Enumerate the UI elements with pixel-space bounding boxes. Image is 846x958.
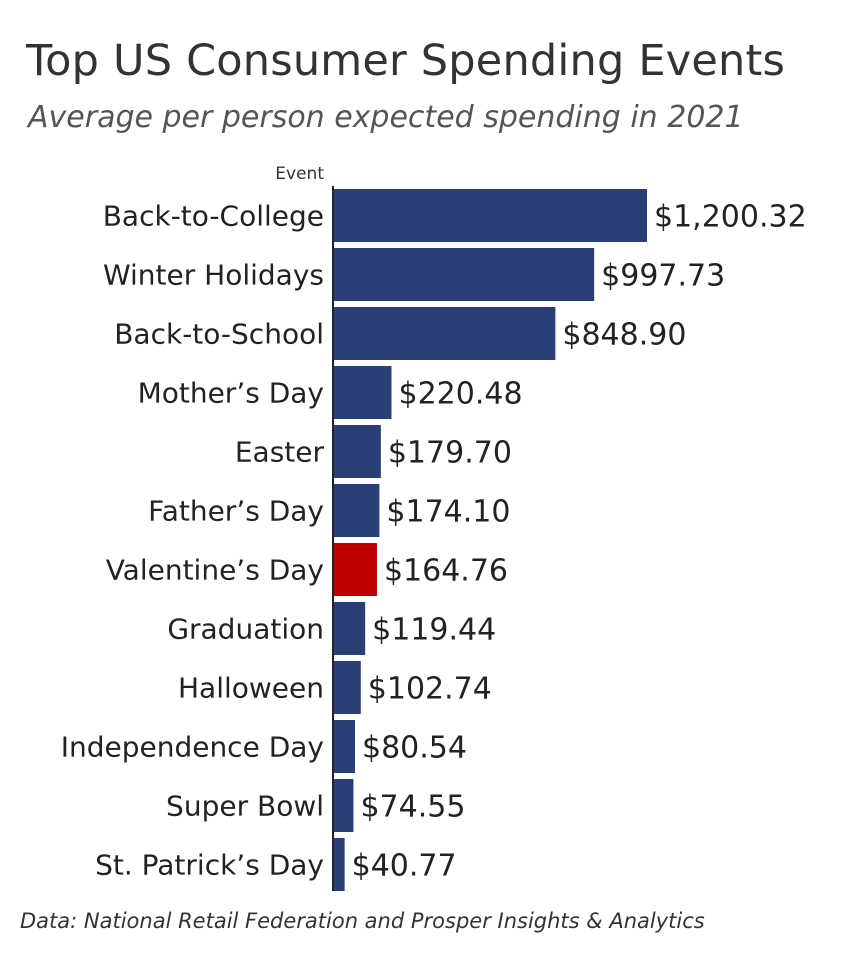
value-label-super-bowl: $74.55: [360, 790, 465, 825]
category-labels-group: Back-to-College Winter Holidays Back-to-Sc…: [61, 200, 325, 882]
category-label-back-to-college: Back-to-College: [103, 200, 324, 233]
category-label-st-patrick-s-day: St. Patrick’s Day: [95, 849, 324, 882]
bar-mother-s-day: [334, 366, 392, 419]
value-label-graduation: $119.44: [372, 613, 496, 648]
bar-father-s-day: [334, 484, 380, 537]
value-label-halloween: $102.74: [368, 672, 492, 707]
category-label-winter-holidays: Winter Holidays: [103, 259, 324, 292]
bars-group: [334, 189, 647, 891]
value-label-st-patrick-s-day: $40.77: [352, 849, 457, 884]
category-label-back-to-school: Back-to-School: [114, 318, 324, 351]
category-label-graduation: Graduation: [167, 613, 324, 646]
bar-back-to-school: [334, 307, 556, 360]
category-label-halloween: Halloween: [178, 672, 324, 705]
value-label-mother-s-day: $220.48: [398, 377, 522, 412]
value-label-independence-day: $80.54: [362, 731, 467, 766]
category-label-valentine-s-day: Valentine’s Day: [106, 554, 324, 587]
bar-super-bowl: [334, 779, 354, 832]
value-label-winter-holidays: $997.73: [601, 259, 725, 294]
bar-graduation: [334, 602, 366, 655]
value-label-valentine-s-day: $164.76: [384, 554, 508, 589]
bar-halloween: [334, 661, 361, 714]
category-label-father-s-day: Father’s Day: [148, 495, 324, 528]
bar-valentine-s-day: [334, 543, 377, 596]
category-label-super-bowl: Super Bowl: [166, 790, 324, 823]
category-label-easter: Easter: [235, 436, 325, 469]
bar-st-patrick-s-day: [334, 838, 345, 891]
value-label-easter: $179.70: [388, 436, 512, 471]
bar-winter-holidays: [334, 248, 595, 301]
value-label-back-to-school: $848.90: [562, 318, 686, 353]
value-labels-group: $1,200.32 $997.73 $848.90 $220.48 $179.70 $17…: [352, 200, 807, 884]
bar-independence-day: [334, 720, 356, 773]
bar-back-to-college: [334, 189, 647, 242]
value-label-father-s-day: $174.10: [386, 495, 510, 530]
category-label-mother-s-day: Mother’s Day: [138, 377, 324, 410]
bar-easter: [334, 425, 381, 478]
value-label-back-to-college: $1,200.32: [654, 200, 807, 235]
chart-title: Top US Consumer Spending Events: [26, 36, 786, 86]
source-note: Data: National Retail Federation and Pro…: [20, 909, 705, 933]
chart-subtitle: Average per person expected spending in …: [28, 100, 744, 135]
category-label-independence-day: Independence Day: [61, 731, 324, 764]
y-axis-title: Event: [275, 164, 324, 184]
